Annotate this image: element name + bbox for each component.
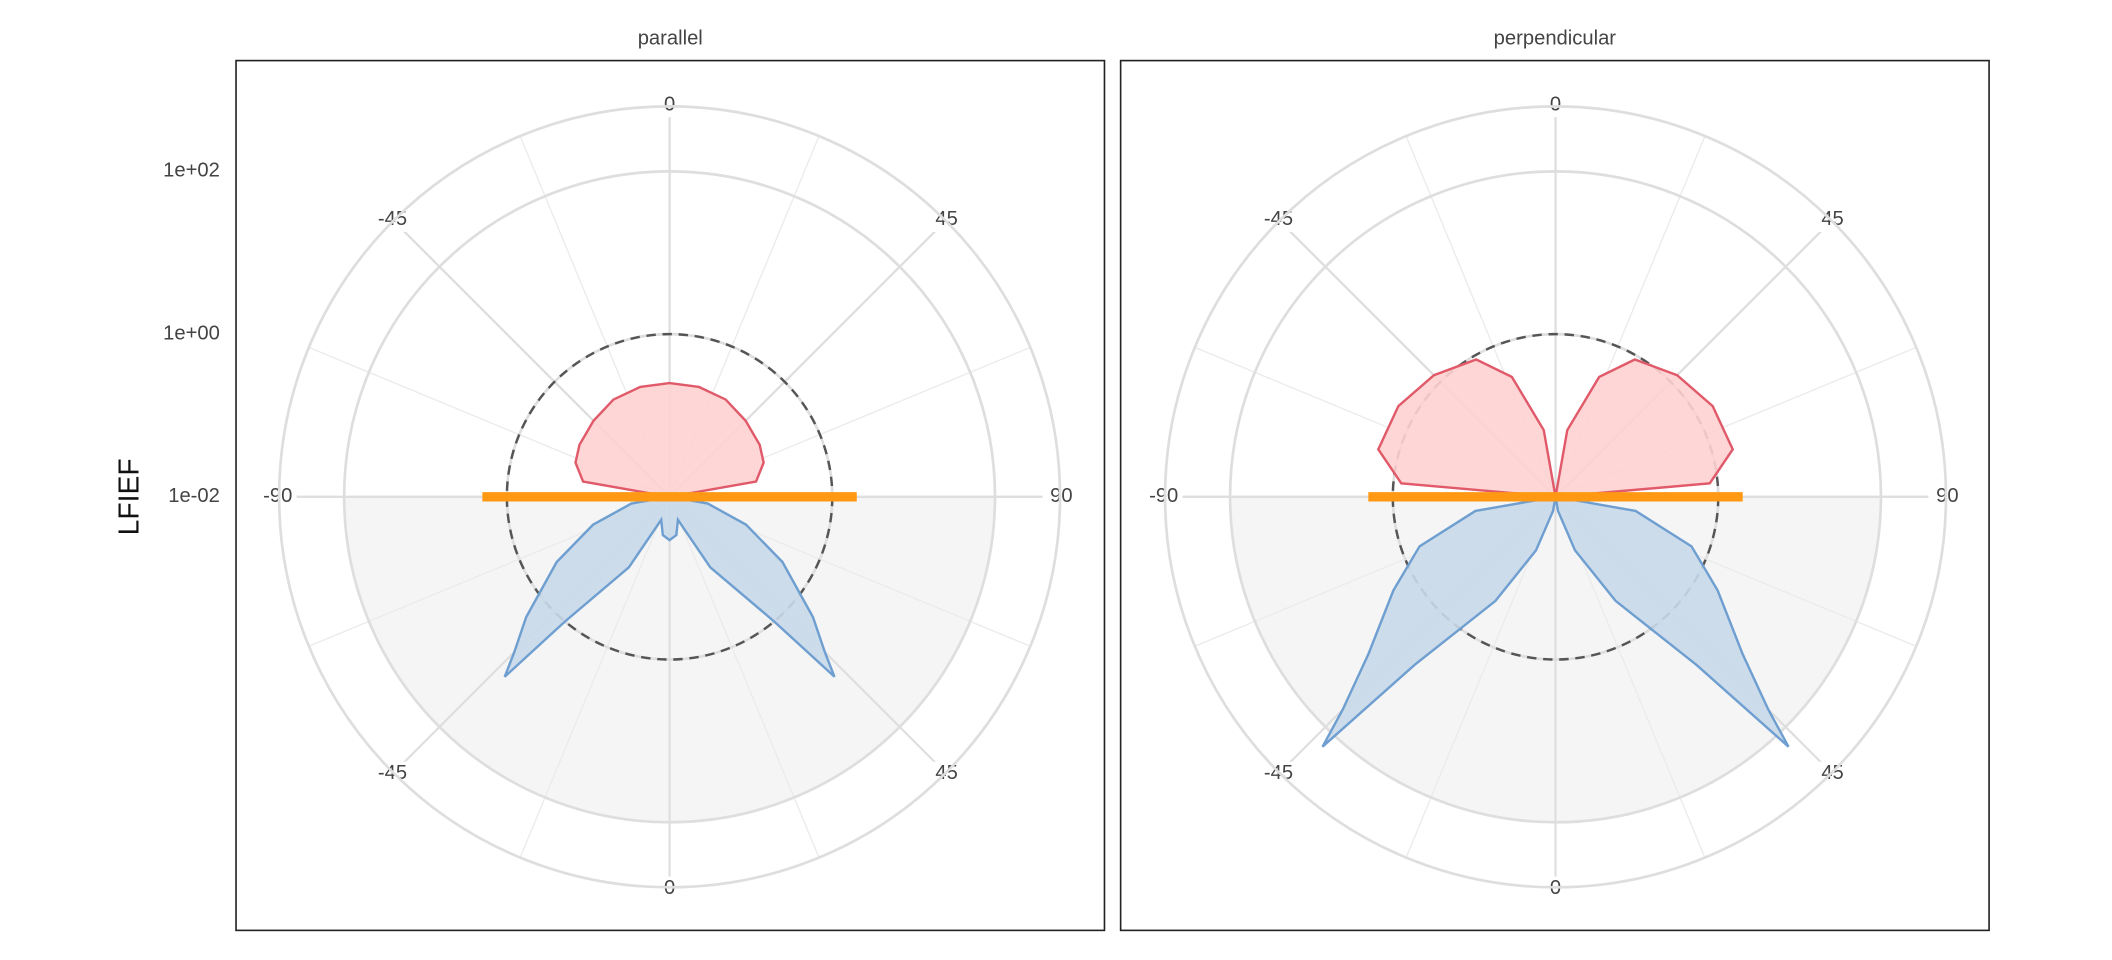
lobe [574,381,765,499]
x-tick-label: -90 [263,485,292,507]
lobe [503,495,836,678]
x-tick-label: 45 [935,208,957,230]
panel-title: perpendicular [1494,27,1617,49]
panel-title: parallel [638,27,703,49]
outer-circle [1163,105,1948,889]
panel-frame [1119,59,1990,932]
x-tick-label: 0 [1550,93,1561,115]
tick-bg [1813,207,1852,232]
x-tick-label: 90 [1050,485,1072,507]
y-tick-label: 1e+02 [163,160,220,182]
grid-circle [342,170,997,824]
x-tick-label: 0 [664,93,675,115]
y-tick-label: 1e-02 [168,485,220,507]
panel-frame [235,59,1106,932]
outer-circle [277,105,1062,889]
tick-bg [650,92,689,118]
tick-bg [258,484,297,509]
y-axis-label: LFIEF [112,458,144,535]
tick-bg [1042,484,1081,509]
x-tick-label: -90 [1149,485,1178,507]
x-tick-label: 90 [1936,485,1958,507]
tick-bg [1536,92,1575,118]
grid-circle [1228,170,1883,824]
tick-bg [1813,761,1852,786]
x-tick-label: 45 [1821,208,1843,230]
y-tick-label: 1e+00 [163,322,220,344]
